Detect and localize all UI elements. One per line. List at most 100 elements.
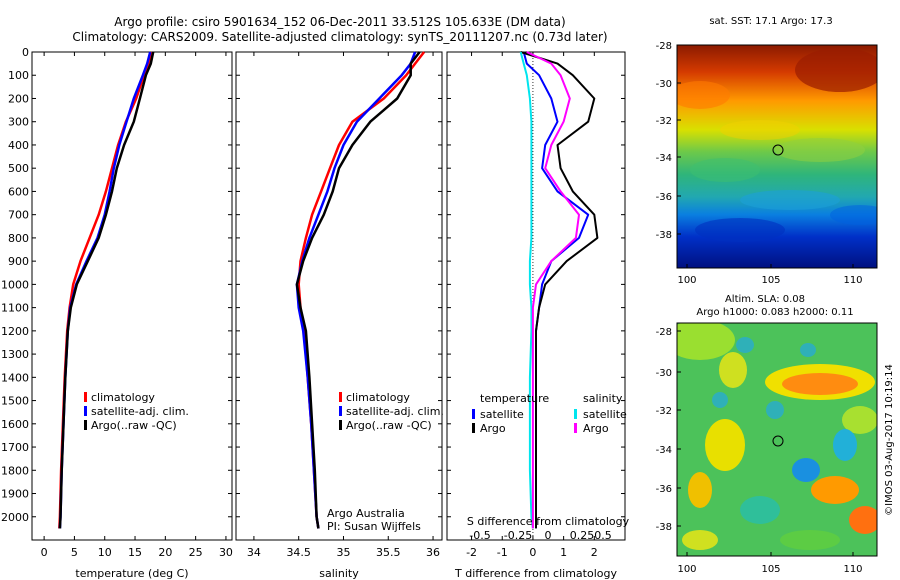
temperature-ytick-label: 1000 xyxy=(1,278,29,291)
imos-credit: ©IMOS 03-Aug-2017 10:19:14 xyxy=(884,364,895,516)
difference-legend-label: Argo xyxy=(583,422,609,435)
salinity-legend-label: satellite-adj. clim. xyxy=(346,405,444,418)
temperature-ytick-label: 100 xyxy=(8,69,29,82)
difference-top-tick-label: -0.25 xyxy=(504,529,532,542)
salinity-xlabel: salinity xyxy=(319,567,359,580)
temperature-axes-frame xyxy=(31,51,233,541)
sst-lon-tick-label: 110 xyxy=(843,275,862,286)
difference-series-1-line xyxy=(520,51,599,529)
difference-legend-label: Argo xyxy=(480,422,506,435)
sla-argo-location-marker xyxy=(772,435,784,447)
temperature-ytick-label: 1700 xyxy=(1,441,29,454)
sst-lat-tick-label: -38 xyxy=(656,230,672,241)
salinity-xtick-label: 35 xyxy=(336,546,350,559)
sst-argo-location-marker xyxy=(772,144,784,156)
sst-lat-tick-label: -32 xyxy=(656,116,672,127)
difference-series-3-line xyxy=(526,51,580,529)
temperature-ytick-label: 600 xyxy=(8,185,29,198)
sla-lat-tick-label: -38 xyxy=(656,522,672,533)
difference-xtick-label: -1 xyxy=(497,546,508,559)
sla-map-title-line-1: Altim. SLA: 0.08 xyxy=(725,294,805,305)
temperature-ytick-label: 1500 xyxy=(1,395,29,408)
sst-lon-tick-label: 105 xyxy=(761,275,780,286)
difference-top-tick-label: -0.5 xyxy=(469,529,490,542)
temperature-series-2-line xyxy=(58,51,155,529)
sst-lat-tick-label: -36 xyxy=(656,192,672,203)
difference-legend-swatch xyxy=(574,423,577,433)
difference-legend-swatch xyxy=(472,409,475,419)
sla-lon-tick-label: 110 xyxy=(843,564,862,575)
temperature-xtick-label: 20 xyxy=(158,546,172,559)
salinity-legend-swatch xyxy=(339,406,342,416)
temperature-xlabel: temperature (deg C) xyxy=(75,567,188,580)
temperature-xtick-label: 5 xyxy=(71,546,78,559)
sla-lat-tick-label: -28 xyxy=(656,327,672,338)
difference-top-xlabel: S difference from climatology xyxy=(467,515,630,528)
difference-top-tick-label: 0.25 xyxy=(570,529,595,542)
salinity-xtick-label: 34 xyxy=(247,546,261,559)
sst-lat-tick-label: -34 xyxy=(656,153,672,164)
salinity-legend-swatch xyxy=(339,392,342,402)
temperature-xtick-label: 30 xyxy=(219,546,233,559)
sla-map-title-line-2: Argo h1000: 0.083 h2000: 0.11 xyxy=(696,307,853,318)
salinity-series-2-line xyxy=(295,51,421,529)
difference-xtick-label: 0 xyxy=(529,546,536,559)
temperature-ytick-label: 0 xyxy=(22,46,29,59)
salinity-annotation: Argo Australia xyxy=(327,507,405,520)
difference-series-2-line xyxy=(519,51,534,529)
temperature-series-1-line xyxy=(58,51,152,529)
temperature-ytick-label: 400 xyxy=(8,139,29,152)
temperature-ytick-label: 1300 xyxy=(1,348,29,361)
temperature-chart: 0100200300400500600700800900100011001200… xyxy=(1,46,233,580)
temperature-ytick-label: 1900 xyxy=(1,488,29,501)
difference-xlabel: T difference from climatology xyxy=(454,567,617,580)
temperature-xtick-label: 15 xyxy=(128,546,142,559)
sla-lat-tick-label: -36 xyxy=(656,484,672,495)
temperature-legend-label: climatology xyxy=(91,391,155,404)
salinity-xtick-label: 35.5 xyxy=(376,546,401,559)
salinity-series-0-line xyxy=(297,51,426,529)
temperature-legend-label: Argo(..raw -QC) xyxy=(91,419,177,432)
title-line-2: Climatology: CARS2009. Satellite-adjuste… xyxy=(72,30,608,44)
difference-legend-label: satellite xyxy=(583,408,627,421)
temperature-xtick-label: 25 xyxy=(189,546,203,559)
sst-map-title: sat. SST: 17.1 Argo: 17.3 xyxy=(709,16,832,27)
salinity-axes-frame xyxy=(235,51,443,541)
difference-legend-header: salinity xyxy=(583,392,623,405)
temperature-ytick-label: 1800 xyxy=(1,464,29,477)
sla-lat-tick-label: -32 xyxy=(656,406,672,417)
difference-legend-swatch xyxy=(472,423,475,433)
temperature-series-0-line xyxy=(58,51,154,529)
sst-lon-tick-label: 100 xyxy=(677,275,696,286)
temperature-xtick-label: 0 xyxy=(41,546,48,559)
difference-xtick-label: 1 xyxy=(560,546,567,559)
temperature-ytick-label: 1600 xyxy=(1,418,29,431)
profile-charts: 0100200300400500600700800900100011001200… xyxy=(1,46,630,580)
temperature-legend-swatch xyxy=(84,406,87,416)
temperature-ytick-label: 700 xyxy=(8,209,29,222)
temperature-ytick-label: 800 xyxy=(8,232,29,245)
difference-legend-header: temperature xyxy=(480,392,549,405)
temperature-ytick-label: 1100 xyxy=(1,302,29,315)
temperature-ytick-label: 1200 xyxy=(1,325,29,338)
difference-xtick-label: 2 xyxy=(591,546,598,559)
sla-lat-tick-label: -34 xyxy=(656,445,672,456)
temperature-ytick-label: 500 xyxy=(8,162,29,175)
salinity-legend-label: Argo(..raw -QC) xyxy=(346,419,432,432)
temperature-ytick-label: 900 xyxy=(8,255,29,268)
salinity-legend-swatch xyxy=(339,420,342,430)
map-axis-labels: -28 -28 -30 -30 -32 -32 -34 -34 -36 -36 -38 -38 100 1… xyxy=(656,41,863,575)
difference-axes-frame xyxy=(446,51,626,541)
difference-legend-label: satellite xyxy=(480,408,524,421)
sla-lon-tick-label: 100 xyxy=(677,564,696,575)
difference-top-tick-label: 0.5 xyxy=(594,529,612,542)
temperature-ytick-label: 200 xyxy=(8,92,29,105)
title-line-1: Argo profile: csiro 5901634_152 06-Dec-2… xyxy=(114,15,566,29)
salinity-annotation: PI: Susan Wijffels xyxy=(327,520,421,533)
difference-chart: -2 -1 0 1 2 T difference from climatology xyxy=(446,51,626,580)
temperature-legend-label: satellite-adj. clim. xyxy=(91,405,189,418)
temperature-xtick-label: 10 xyxy=(98,546,112,559)
temperature-ytick-label: 1400 xyxy=(1,371,29,384)
difference-xtick-label: -2 xyxy=(466,546,477,559)
temperature-legend-swatch xyxy=(84,420,87,430)
